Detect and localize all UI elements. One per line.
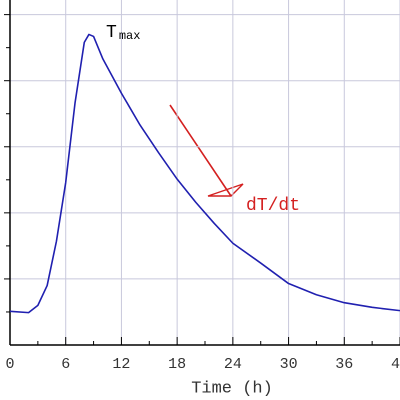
x-tick-label: 0 (5, 356, 14, 373)
line-series (9, 33, 400, 314)
x-axis-label: Time (h) (191, 379, 273, 398)
annotation-arrow (169, 104, 232, 197)
annotation: dT/dt (246, 196, 300, 216)
x-tick-label: 12 (112, 356, 130, 373)
arrow-head (207, 183, 244, 197)
annotation-subscript: max (119, 29, 141, 43)
x-tick-label: 42 (391, 356, 400, 373)
x-tick-label: 36 (335, 356, 353, 373)
x-tick-label: 6 (61, 356, 70, 373)
x-tick-label: 30 (280, 356, 298, 373)
x-tick-label: 24 (224, 356, 242, 373)
annotation-text: T (106, 23, 117, 43)
x-tick-label: 18 (168, 356, 186, 373)
